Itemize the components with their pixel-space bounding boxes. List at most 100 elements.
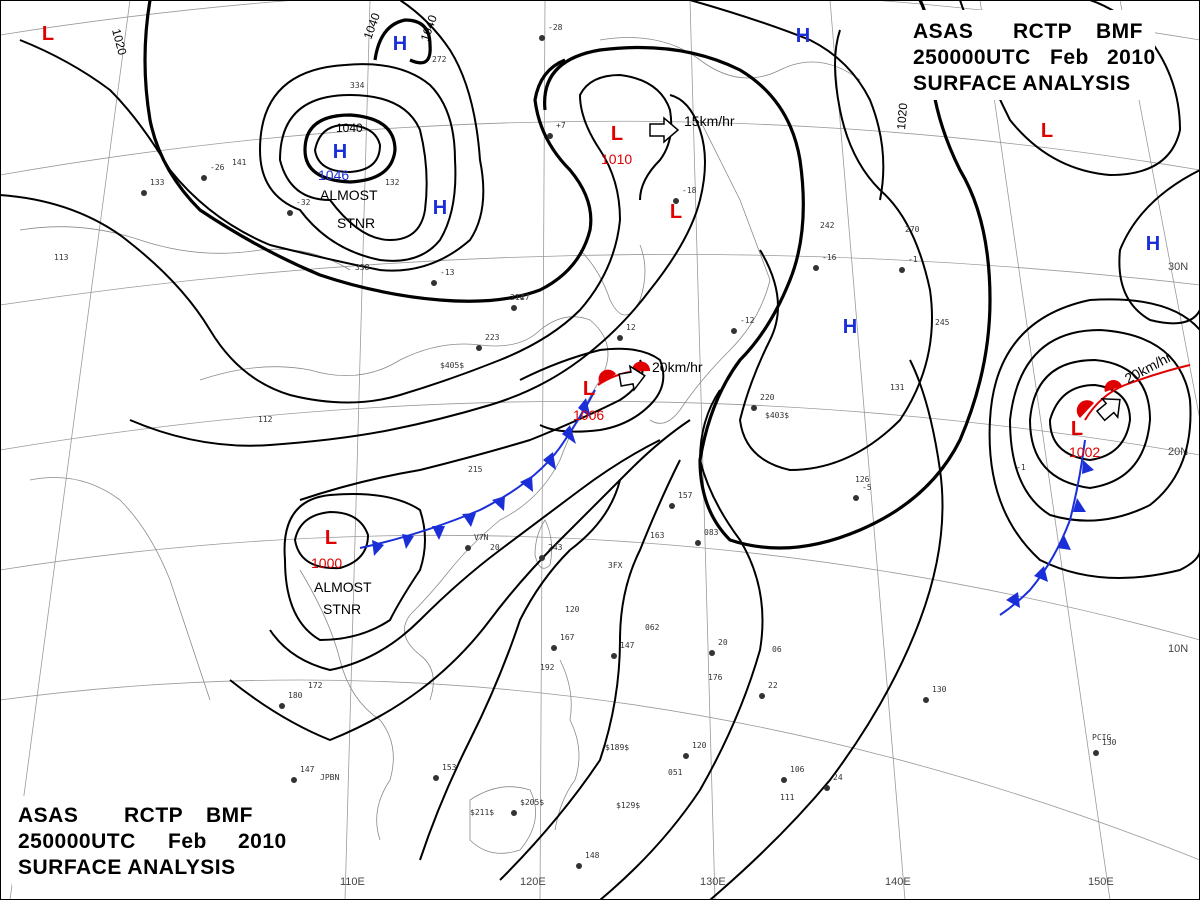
high-pressure-center: H [796, 25, 810, 47]
cold-front-triangle [1006, 592, 1020, 608]
title-top-time: 250000UTC [913, 46, 1031, 69]
title-bottom-id: RCTP [124, 804, 183, 827]
station-value: 358 [355, 263, 370, 272]
station-marker [751, 405, 757, 411]
cold-front-china-triangles [372, 398, 591, 556]
low-pressure-center: L [611, 123, 623, 145]
station-marker [669, 503, 675, 509]
station-marker [291, 777, 297, 783]
station-value: 133 [150, 178, 165, 187]
motion-arrows [618, 116, 1121, 422]
isobar-1012 [129, 94, 706, 447]
isobar-1020-west [143, 0, 593, 303]
station-value: 106 [790, 765, 805, 774]
station-value: 163 [650, 531, 665, 540]
station-marker [611, 653, 617, 659]
almost-stnr-label-1b: STNR [337, 215, 375, 231]
isobar-label: 1020 [109, 27, 130, 57]
station-value: $403$ [765, 411, 789, 420]
title-bottom-time: 250000UTC [18, 830, 136, 853]
high-pressure-center: H [1146, 233, 1160, 255]
station-marker [709, 650, 715, 656]
low-pressure-center: L [325, 527, 337, 549]
pressure-centers: L H H 1046 H L 1010 L H L H H L 1006 L 1002 L 1000 [42, 23, 1160, 571]
isobar-1024-central [738, 29, 933, 472]
motion-arrow-1 [649, 116, 680, 144]
title-top-station: ASAS [913, 20, 973, 43]
station-value: $189$ [605, 743, 629, 752]
station-value: +7 [556, 121, 566, 130]
station-value: 153 [442, 763, 457, 772]
station-value: 147 [620, 641, 635, 650]
title-top-subtitle: SURFACE ANALYSIS [913, 72, 1131, 95]
low-pressure-center: L [670, 201, 682, 223]
station-value: JPBN [320, 773, 339, 782]
warm-front-semicircle [1104, 379, 1122, 392]
lon-label-140e: 140E [885, 876, 911, 888]
station-value: -1 [1016, 463, 1026, 472]
title-bottom-month: Feb [168, 830, 207, 853]
high-pressure-center: H [333, 141, 347, 163]
lon-line-110e [344, 0, 371, 900]
isobar-1020-central [543, 0, 992, 550]
station-value: 3FX [608, 561, 623, 570]
coast-indochina [299, 569, 394, 841]
lon-line-100e [9, 0, 131, 900]
station-value: 180 [288, 691, 303, 700]
station-value: 27 [520, 293, 530, 302]
station-value: -12 [740, 316, 755, 325]
station-value: 147 [300, 765, 315, 774]
station-value: 062 [645, 623, 660, 632]
grid-labels: 110E 120E 130E 140E 150E 30N 20N 10N [340, 261, 1188, 888]
coast-korea [579, 244, 646, 316]
station-value: 120 [565, 605, 580, 614]
warm-front-east [1084, 364, 1191, 421]
station-marker [1093, 750, 1099, 756]
station-value: 113 [54, 253, 69, 262]
lat-line-0 [0, 679, 1200, 861]
station-value: 112 [258, 415, 273, 424]
title-top-id: RCTP [1013, 20, 1072, 43]
cold-front-triangle [543, 452, 556, 470]
station-value: 192 [540, 663, 555, 672]
isobar-1028 [19, 0, 485, 272]
station-marker [759, 693, 765, 699]
cold-front-triangle [1073, 498, 1086, 512]
low-pressure-center: L [1071, 418, 1083, 440]
isobar-1044-core [313, 123, 382, 174]
isobar-label: 1020 [894, 102, 910, 130]
station-marker [511, 810, 517, 816]
station-value: $405$ [440, 361, 464, 370]
cold-front-triangle [432, 526, 445, 540]
station-marker [433, 775, 439, 781]
almost-stnr-label-2a: ALMOST [314, 579, 372, 595]
station-value: -1 [908, 255, 918, 264]
station-marker [673, 198, 679, 204]
title-top-year: 2010 [1107, 46, 1156, 69]
lon-line-150e [979, 0, 1111, 900]
motion-label-2: 20km/hr [652, 359, 703, 375]
station-marker [287, 210, 293, 216]
warm-front-semicircle [631, 361, 650, 371]
cold-front-china [359, 389, 596, 549]
station-value: 132 [385, 178, 400, 187]
isobar-label: 1040 [336, 121, 363, 135]
station-marker [465, 545, 471, 551]
isobar-1016-nwp [689, 0, 885, 201]
coast-borneo [469, 786, 536, 854]
isobar-1016-south [229, 419, 691, 742]
almost-stnr-label-1a: ALMOST [320, 187, 378, 203]
isobar-1012-east [1008, 328, 1192, 522]
isobar-1008-east [1028, 358, 1152, 490]
isobar-1012-sw [299, 359, 644, 501]
station-value: 111 [780, 793, 795, 802]
cold-front-triangle [562, 425, 576, 444]
coast-taiwan [534, 519, 553, 569]
station-marker [279, 703, 285, 709]
station-value: 148 [585, 851, 600, 860]
station-value: 167 [560, 633, 575, 642]
title-block-bottom: ASAS RCTP BMF 250000UTC Feb 2010 SURFACE… [12, 796, 302, 886]
station-marker [476, 345, 482, 351]
